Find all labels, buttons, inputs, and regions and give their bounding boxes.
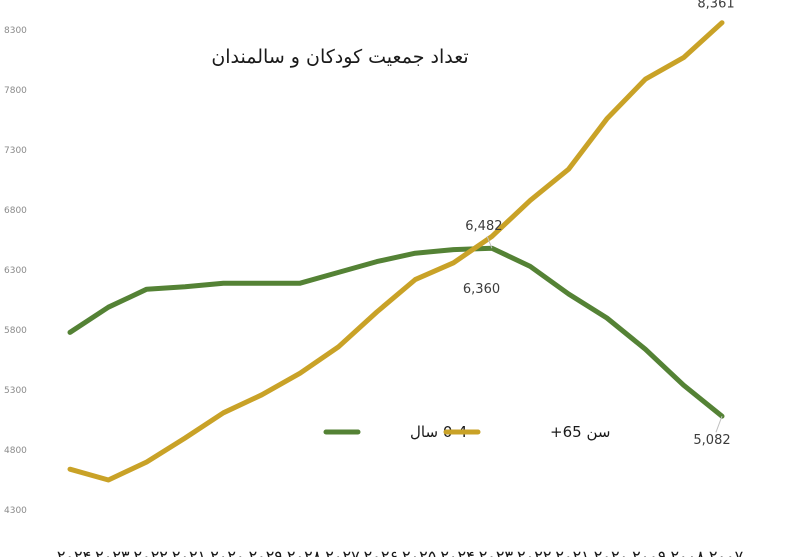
data-label: 5,082 <box>693 433 730 448</box>
x-tick-label: ۲۰۰۸ <box>670 547 705 557</box>
x-tick-label: ۲۰۲۰ <box>210 547 244 557</box>
y-axis-ticks: 4300 4800 5300 5800 6300 6800 7300 7800 8300 <box>4 26 27 516</box>
series-lines <box>67 20 725 483</box>
y-tick-label: 8300 <box>4 26 27 36</box>
y-tick-label: 5300 <box>4 386 27 396</box>
legend-label: سن 65+ <box>550 423 610 441</box>
data-labels: 6,482 6,360 8,361 5,082 <box>463 0 735 448</box>
y-tick-label: 6800 <box>4 206 27 216</box>
x-axis-ticks: ۲۰۲۴ ۲۰۲۳ ۲۰۲۲ ۲۰۲۱ ۲۰۲۰ ۲۰۲۹ ۲۰۲۸ ۲۰۲۷ ۲۰۲۶ ۲۰۲۵… <box>57 547 744 557</box>
data-label: 8,361 <box>697 0 734 12</box>
series-line-0 <box>67 245 725 419</box>
legend: 0-4 سال سن 65+ <box>323 423 610 441</box>
x-tick-label: ۲۰۲۶ <box>364 547 398 557</box>
y-tick-label: 6300 <box>4 266 27 276</box>
x-tick-label: ۲۰۲۱ <box>555 547 589 557</box>
y-tick-label: 7300 <box>4 146 27 156</box>
x-tick-label: ۲۰۲۹ <box>249 547 283 557</box>
data-label-leader <box>486 235 493 249</box>
x-tick-label: ۲۰۲۰ <box>594 547 628 557</box>
y-tick-label: 4800 <box>4 446 27 456</box>
y-tick-label: 7800 <box>4 86 27 96</box>
y-tick-label: 5800 <box>4 326 27 336</box>
x-tick-label: ۲۰۲۲ <box>134 547 168 557</box>
legend-label: 0-4 سال <box>410 423 467 441</box>
x-tick-label: ۲۰۲۳ <box>479 547 514 557</box>
data-label: 6,360 <box>463 282 500 297</box>
x-tick-label: ۲۰۲۲ <box>517 547 551 557</box>
data-label-leader <box>715 415 723 433</box>
x-tick-label: ۲۰۲۴ <box>57 547 91 557</box>
data-label: 6,482 <box>465 219 502 234</box>
x-tick-label: ۲۰۲۱ <box>172 547 206 557</box>
x-tick-label: ۲۰۰۹ <box>632 547 666 557</box>
x-tick-label: ۲۰۰۷ <box>709 547 744 557</box>
x-tick-label: ۲۰۲۳ <box>95 547 130 557</box>
x-tick-label: ۲۰۲۸ <box>287 547 322 557</box>
y-tick-label: 4300 <box>4 506 27 516</box>
x-tick-label: ۲۰۲۷ <box>325 547 360 557</box>
chart-title: تعداد جمعیت کودکان و سالمندان <box>211 46 469 68</box>
series-line-1 <box>67 20 725 483</box>
x-tick-label: ۲۰۲۵ <box>402 547 436 557</box>
x-tick-label: ۲۰۲۴ <box>440 547 474 557</box>
